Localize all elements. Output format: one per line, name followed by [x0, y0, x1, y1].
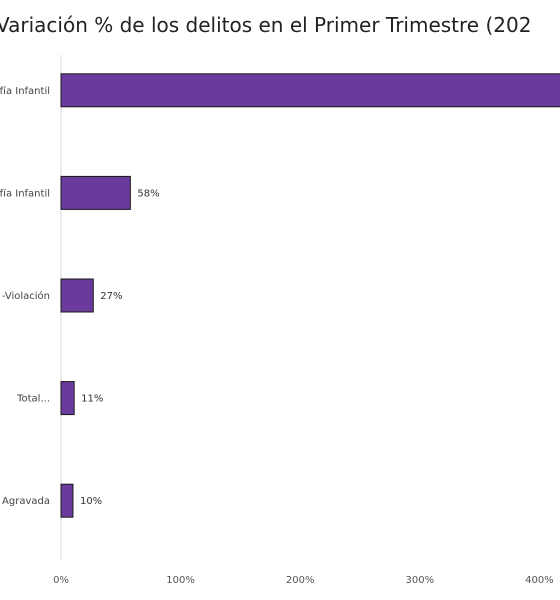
- data-label: 10%: [80, 496, 102, 507]
- x-tick-label: 300%: [406, 575, 435, 586]
- bar: [60, 278, 94, 313]
- bar: [60, 381, 75, 416]
- data-label: 58%: [137, 188, 159, 199]
- bar: [60, 73, 560, 108]
- x-tick-label: 0%: [53, 575, 69, 586]
- bar: [60, 483, 74, 518]
- category-label: fía Infantil: [0, 187, 50, 199]
- chart-title: Variación % de los delitos en el Primer …: [0, 13, 531, 37]
- category-labels-group: fía Infantil fía Infantil -Violación Total.…: [0, 85, 50, 507]
- bar: [60, 175, 131, 210]
- data-label: 27%: [100, 291, 122, 302]
- x-tick-label: 100%: [166, 575, 195, 586]
- bars-group: [60, 73, 560, 518]
- category-label: fía Infantil: [0, 85, 50, 97]
- category-label: e Agravada: [0, 496, 50, 507]
- category-label: -Violación: [2, 290, 50, 302]
- x-tick-labels-group: 0% 100% 200% 300% 400%: [53, 575, 554, 586]
- x-tick-label: 200%: [286, 575, 315, 586]
- data-label: 11%: [81, 394, 103, 405]
- category-label: Total...: [16, 394, 50, 405]
- data-labels-group: 58% 27% 11% 10%: [80, 188, 160, 507]
- x-tick-label: 400%: [525, 575, 554, 586]
